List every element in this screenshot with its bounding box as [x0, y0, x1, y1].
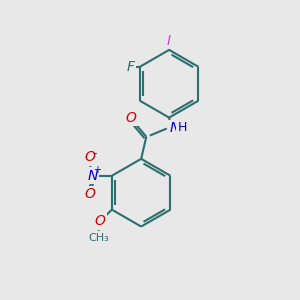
Text: N: N: [170, 121, 180, 135]
Text: O: O: [84, 150, 95, 164]
Text: +: +: [93, 166, 101, 176]
Text: H: H: [178, 121, 187, 134]
Text: N: N: [88, 169, 98, 183]
Text: O: O: [125, 111, 136, 124]
Text: CH₃: CH₃: [88, 233, 109, 244]
Text: F: F: [126, 60, 134, 74]
Text: I: I: [167, 34, 171, 48]
Text: -: -: [93, 147, 97, 160]
Text: O: O: [94, 214, 106, 228]
Text: O: O: [84, 187, 95, 201]
